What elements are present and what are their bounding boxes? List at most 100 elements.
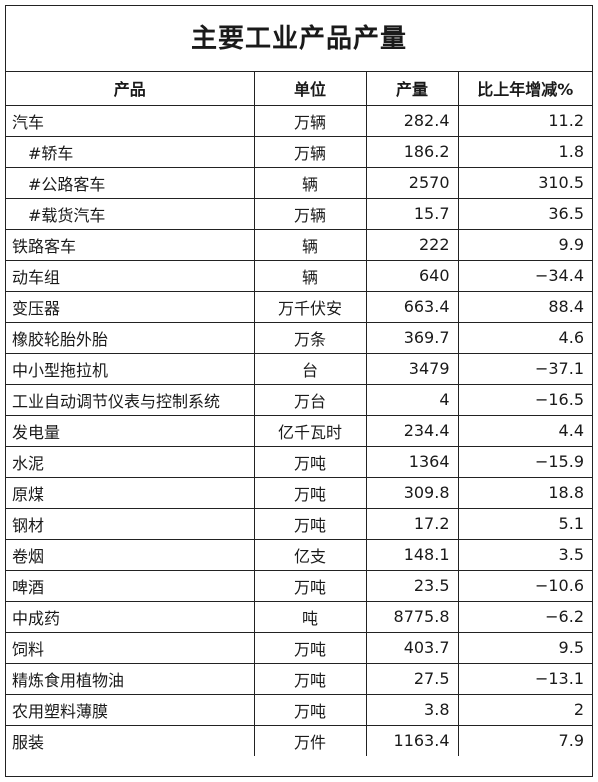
table-row: 服装 万件 1163.4 7.9 (6, 724, 592, 756)
table-row: 汽车 万辆 282.4 11.2 (6, 104, 592, 137)
cell-change: −34.4 (457, 259, 592, 292)
table-row: 中成药吨 8775.8 −6.2 (6, 600, 592, 633)
table-row: 精炼食用植物油 万吨 27.5 −13.1 (6, 662, 592, 695)
cell-change: −13.1 (457, 662, 592, 695)
cell-unit: 亿千瓦时 (253, 414, 367, 447)
cell-output: 234.4 (365, 414, 459, 447)
cell-product: 中成药 (6, 600, 255, 633)
cell-unit: 万吨 (253, 662, 367, 695)
cell-product: 动车组 (6, 259, 255, 292)
table-row: 卷烟 亿支 148.1 3.5 (6, 538, 592, 571)
table-row: 钢材 万吨 17.2 5.1 (6, 507, 592, 540)
cell-change: 11.2 (457, 104, 592, 137)
table-row: 水泥 万吨 1364 −15.9 (6, 445, 592, 478)
table-frame: 主要工业产品产量 产品 单位 产量 比上年增减% 汽车 万辆 282.4 11.2 #轿… (5, 5, 593, 777)
cell-product: 中小型拖拉机 (6, 352, 255, 385)
cell-product: 变压器 (6, 290, 255, 323)
cell-unit: 亿支 (253, 538, 367, 571)
cell-unit: 万辆 (253, 135, 367, 168)
table-row: 发电量 亿千瓦时 234.4 4.4 (6, 414, 592, 447)
cell-output: 15.7 (365, 197, 459, 230)
cell-product: 汽车 (6, 104, 255, 137)
cell-change: 88.4 (457, 290, 592, 323)
table-row: 原煤 万吨 309.8 18.8 (6, 476, 592, 509)
cell-output: 1364 (365, 445, 459, 478)
table-header-row: 产品 单位 产量 比上年增减% (6, 72, 592, 106)
cell-product: 精炼食用植物油 (6, 662, 255, 695)
cell-unit: 万辆 (253, 197, 367, 230)
column-header-unit: 单位 (253, 72, 367, 106)
table-row: #公路客车辆 2570 310.5 (6, 166, 592, 199)
cell-change: −6.2 (457, 600, 592, 633)
cell-product: 发电量 (6, 414, 255, 447)
cell-unit: 辆 (253, 228, 367, 261)
cell-unit: 台 (253, 352, 367, 385)
cell-product: 农用塑料薄膜 (6, 693, 255, 726)
column-header-product: 产品 (6, 72, 255, 106)
cell-output: 309.8 (365, 476, 459, 509)
cell-product: 原煤 (6, 476, 255, 509)
cell-unit: 万吨 (253, 507, 367, 540)
cell-output: 8775.8 (365, 600, 459, 633)
table-row: 工业自动调节仪表与控制系统 万台 4 −16.5 (6, 383, 592, 416)
cell-output: 148.1 (365, 538, 459, 571)
cell-output: 186.2 (365, 135, 459, 168)
table-row: 橡胶轮胎外胎 万条 369.7 4.6 (6, 321, 592, 354)
cell-change: −15.9 (457, 445, 592, 478)
cell-change: 36.5 (457, 197, 592, 230)
cell-product: 钢材 (6, 507, 255, 540)
cell-product: 橡胶轮胎外胎 (6, 321, 255, 354)
industrial-output-table: 产品 单位 产量 比上年增减% 汽车 万辆 282.4 11.2 #轿车 万辆 186.2 1… (6, 72, 592, 756)
cell-change: −37.1 (457, 352, 592, 385)
cell-output: 27.5 (365, 662, 459, 695)
cell-change: 9.5 (457, 631, 592, 664)
cell-unit: 万吨 (253, 445, 367, 478)
cell-unit: 辆 (253, 259, 367, 292)
cell-unit: 万辆 (253, 104, 367, 137)
cell-output: 222 (365, 228, 459, 261)
table-row: 农用塑料薄膜 万吨 3.8 2 (6, 693, 592, 726)
cell-change: 310.5 (457, 166, 592, 199)
cell-change: −16.5 (457, 383, 592, 416)
table-row: 动车组辆 640 −34.4 (6, 259, 592, 292)
cell-change: 18.8 (457, 476, 592, 509)
cell-output: 663.4 (365, 290, 459, 323)
cell-output: 369.7 (365, 321, 459, 354)
cell-change: 9.9 (457, 228, 592, 261)
cell-product: #载货汽车 (6, 197, 255, 230)
cell-product: 服装 (6, 724, 255, 756)
cell-unit: 万吨 (253, 631, 367, 664)
cell-product: 卷烟 (6, 538, 255, 571)
cell-output: 3.8 (365, 693, 459, 726)
cell-output: 282.4 (365, 104, 459, 137)
cell-output: 4 (365, 383, 459, 416)
column-header-output: 产量 (365, 72, 459, 106)
table-body: 汽车 万辆 282.4 11.2 #轿车 万辆 186.2 1.8 #公路客车辆 2570 310.… (6, 104, 592, 756)
cell-product: #公路客车 (6, 166, 255, 199)
table-row: 铁路客车辆 222 9.9 (6, 228, 592, 261)
cell-change: −10.6 (457, 569, 592, 602)
cell-unit: 万件 (253, 724, 367, 756)
cell-unit: 万条 (253, 321, 367, 354)
cell-change: 5.1 (457, 507, 592, 540)
cell-product: 啤酒 (6, 569, 255, 602)
cell-output: 23.5 (365, 569, 459, 602)
cell-unit: 吨 (253, 600, 367, 633)
cell-output: 403.7 (365, 631, 459, 664)
cell-unit: 万台 (253, 383, 367, 416)
cell-product: #轿车 (6, 135, 255, 168)
cell-output: 3479 (365, 352, 459, 385)
page-title: 主要工业产品产量 (6, 6, 592, 72)
table-row: #轿车 万辆 186.2 1.8 (6, 135, 592, 168)
cell-product: 水泥 (6, 445, 255, 478)
cell-unit: 万千伏安 (253, 290, 367, 323)
table-row: #载货汽车 万辆 15.7 36.5 (6, 197, 592, 230)
cell-change: 4.6 (457, 321, 592, 354)
cell-product: 工业自动调节仪表与控制系统 (6, 383, 255, 416)
cell-output: 640 (365, 259, 459, 292)
table-row: 变压器 万千伏安 663.4 88.4 (6, 290, 592, 323)
cell-unit: 万吨 (253, 476, 367, 509)
cell-output: 1163.4 (365, 724, 459, 756)
cell-change: 3.5 (457, 538, 592, 571)
column-header-change: 比上年增减% (457, 72, 592, 106)
